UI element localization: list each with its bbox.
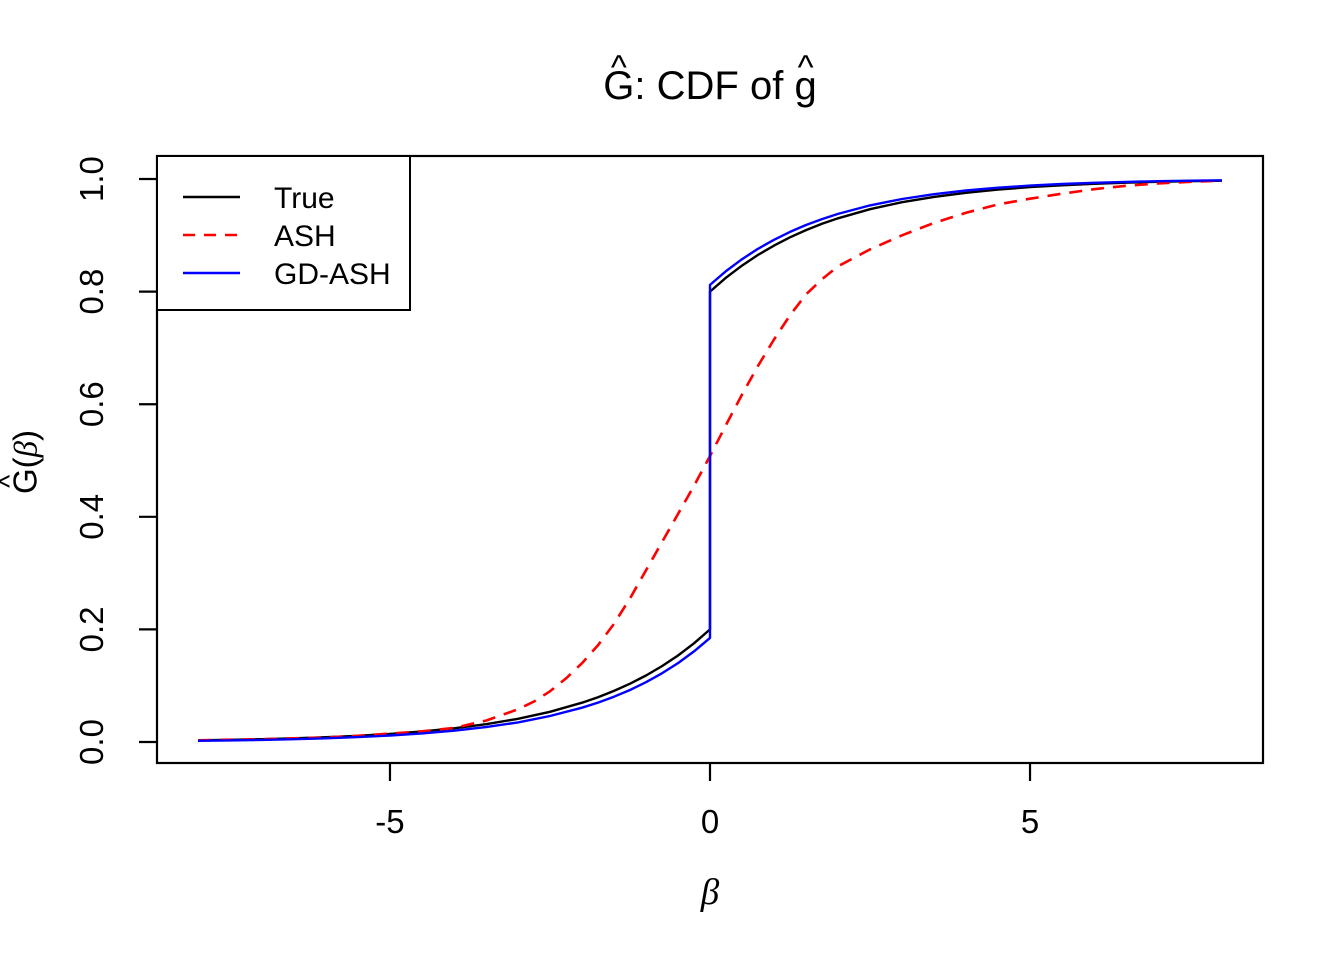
legend-item-true: True	[183, 182, 335, 215]
legend-item-ash: ASH	[183, 220, 336, 253]
label-text: )	[6, 429, 44, 441]
hat-wrap: ^G	[603, 51, 635, 108]
label-text: G	[603, 64, 635, 108]
y-axis-tick-label: 0.6	[73, 381, 110, 427]
series-ash-line	[197, 179, 1223, 742]
legend: True ASH GD-ASH	[156, 155, 411, 311]
y-axis-tick-label: 0.2	[73, 606, 110, 652]
hat-wrap: ^G	[0, 468, 44, 494]
label-text: (	[6, 457, 44, 469]
beta-symbol: β	[8, 440, 45, 458]
hat-wrap: ^ g	[794, 51, 817, 108]
x-axis-tick-label: -5	[375, 803, 404, 840]
legend-label-ash: ASH	[274, 220, 336, 253]
legend-box	[156, 155, 411, 311]
y-axis-tick-label: 0.8	[73, 269, 110, 315]
y-axis-label: ^G(β)	[0, 429, 45, 494]
legend-label-true: True	[274, 182, 335, 215]
x-axis-label: β	[157, 873, 1263, 911]
x-axis-tick-label: 0	[701, 803, 719, 840]
y-axis-tick-label: 0.0	[73, 719, 110, 765]
hat-accent: ^	[610, 48, 627, 87]
series-gd-ash-line	[197, 179, 1223, 742]
legend-item-gd-ash: GD-ASH	[183, 258, 391, 291]
legend-label-gd-ash: GD-ASH	[274, 258, 391, 291]
y-axis-tick-label: 0.4	[73, 494, 110, 540]
label-text: : CDF of	[634, 64, 795, 108]
y-axis-tick-label: 1.0	[73, 156, 110, 202]
label-text: g	[794, 64, 817, 108]
beta-symbol: β	[700, 872, 720, 913]
hat-accent: ^	[0, 475, 25, 488]
x-axis-tick-label: 5	[1021, 803, 1039, 840]
chart-title: ^ G: CDF of ^ g	[157, 51, 1263, 108]
hat-accent: ^	[797, 48, 814, 87]
